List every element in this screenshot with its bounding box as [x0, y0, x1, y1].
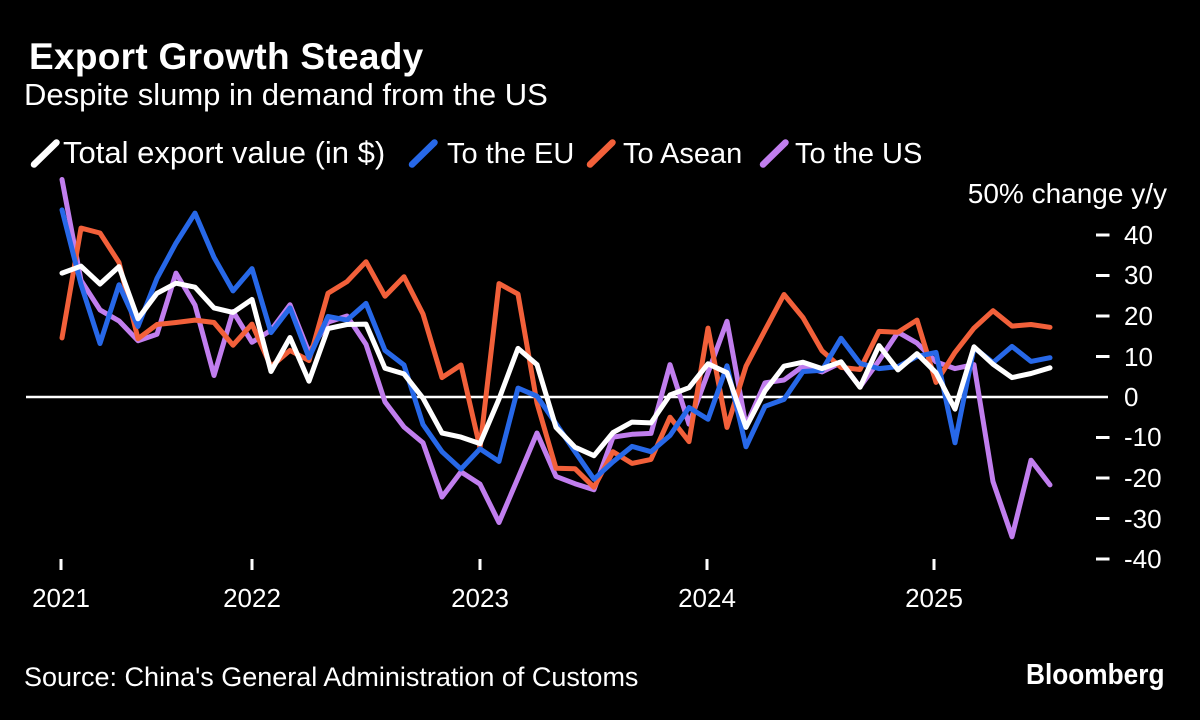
svg-text:To the US: To the US [795, 138, 922, 170]
svg-text:40: 40 [1124, 220, 1153, 250]
svg-text:2022: 2022 [223, 583, 281, 613]
svg-text:-20: -20 [1124, 463, 1162, 493]
svg-text:2023: 2023 [451, 583, 509, 613]
svg-text:2025: 2025 [905, 583, 963, 613]
svg-text:2021: 2021 [32, 583, 90, 613]
svg-text:30: 30 [1124, 260, 1153, 290]
svg-text:20: 20 [1124, 301, 1153, 331]
svg-text:2024: 2024 [678, 583, 736, 613]
svg-text:-40: -40 [1124, 544, 1162, 574]
svg-text:-10: -10 [1124, 422, 1162, 452]
svg-text:To Asean: To Asean [623, 138, 742, 170]
svg-text:0: 0 [1124, 382, 1138, 412]
svg-text:-30: -30 [1124, 504, 1162, 534]
svg-text:To the EU: To the EU [447, 138, 574, 170]
svg-text:Total export value (in $): Total export value (in $) [63, 135, 385, 170]
svg-text:10: 10 [1124, 342, 1153, 372]
